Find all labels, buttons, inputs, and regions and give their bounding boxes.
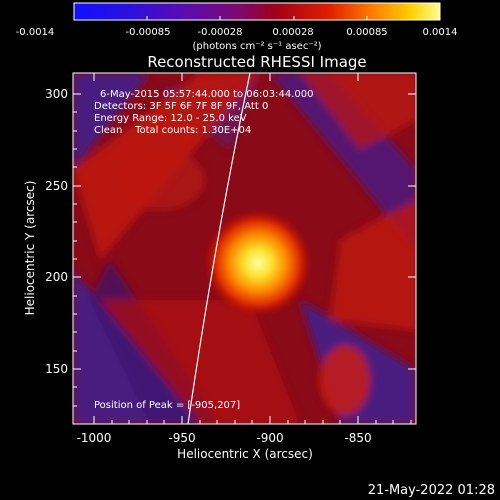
y-axis-label: Heliocentric Y (arcsec)	[23, 181, 37, 316]
plot-title: Reconstructed RHESSI Image	[147, 53, 366, 71]
x-tick-label: -850	[344, 431, 371, 445]
info-counts: Clean Total counts: 1.30E+04	[94, 125, 251, 136]
colorbar-tick-label: 0.00085	[346, 27, 387, 38]
y-tick-label: 300	[45, 87, 68, 101]
info-time-range: 6-May-2015 05:57:44.000 to 06:03:44.000	[100, 89, 313, 100]
colorbar	[73, 2, 441, 21]
x-axis-ticks	[93, 73, 412, 424]
peak-position: Position of Peak = [-905,207]	[94, 400, 240, 411]
info-energy-range: Energy Range: 12.0 - 25.0 keV	[94, 113, 247, 124]
x-tick-label: -900	[256, 431, 283, 445]
timestamp: 21-May-2022 01:28	[368, 483, 495, 498]
colorbar-tick-label: -0.00028	[198, 27, 243, 38]
solar-limb	[187, 73, 251, 424]
colorbar-tick-label: 0.0014	[423, 27, 458, 38]
y-axis-ticks	[73, 93, 416, 407]
peak-source	[203, 208, 313, 318]
y-tick-label: 200	[45, 270, 68, 284]
plot-frame	[72, 72, 417, 425]
rhessi-image	[73, 73, 416, 424]
info-detectors: Detectors: 3F 5F 6F 7F 8F 9F, Att 0	[94, 101, 268, 112]
x-tick-label: -1000	[77, 431, 112, 445]
colorbar-unit-label: (photons cm⁻² s⁻¹ asec⁻²)	[192, 41, 321, 52]
x-axis-label: Heliocentric X (arcsec)	[177, 447, 313, 461]
y-tick-label: 250	[45, 179, 68, 193]
x-tick-label: -950	[168, 431, 195, 445]
y-tick-label: 150	[45, 362, 68, 376]
colorbar-tick-label: -0.0014	[16, 27, 55, 38]
colorbar-ticks	[73, 16, 441, 20]
colorbar-tick-label: 0.00028	[272, 27, 313, 38]
colorbar-tick-label: -0.00085	[126, 27, 171, 38]
